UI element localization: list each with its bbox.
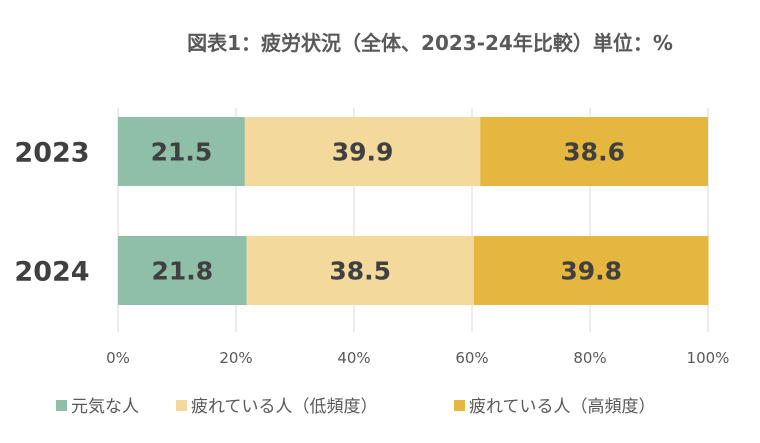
- y-category-label: 2023: [14, 138, 89, 169]
- y-category-label: 2024: [14, 257, 89, 288]
- data-label: 39.9: [332, 138, 394, 167]
- x-tick-label: 100%: [687, 349, 730, 367]
- x-tick-label: 20%: [219, 349, 252, 367]
- legend-label: 疲れている人（高頻度）: [469, 397, 656, 417]
- bar-segment: [118, 117, 245, 186]
- bar-segment: [473, 236, 709, 305]
- data-label: 21.8: [151, 257, 213, 286]
- legend-swatch: [56, 400, 67, 411]
- legend-swatch: [454, 400, 465, 411]
- bar-segment: [480, 117, 708, 186]
- x-tick-label: 0%: [106, 349, 130, 367]
- legend-label: 疲れている人（低頻度）: [191, 397, 378, 417]
- bar-segment: [244, 117, 481, 186]
- data-label: 38.5: [329, 257, 391, 286]
- x-tick-label: 40%: [337, 349, 370, 367]
- x-tick-label: 60%: [455, 349, 488, 367]
- bar-segment: [118, 236, 247, 305]
- data-label: 39.8: [560, 257, 622, 286]
- x-tick-label: 80%: [573, 349, 606, 367]
- chart-title: 図表1：疲労状況（全体、2023-24年比較）単位：%: [187, 31, 673, 55]
- legend-swatch: [176, 400, 187, 411]
- bar-segment: [246, 236, 474, 305]
- data-label: 38.6: [563, 138, 625, 167]
- legend-label: 元気な人: [71, 397, 139, 417]
- data-label: 21.5: [151, 138, 213, 167]
